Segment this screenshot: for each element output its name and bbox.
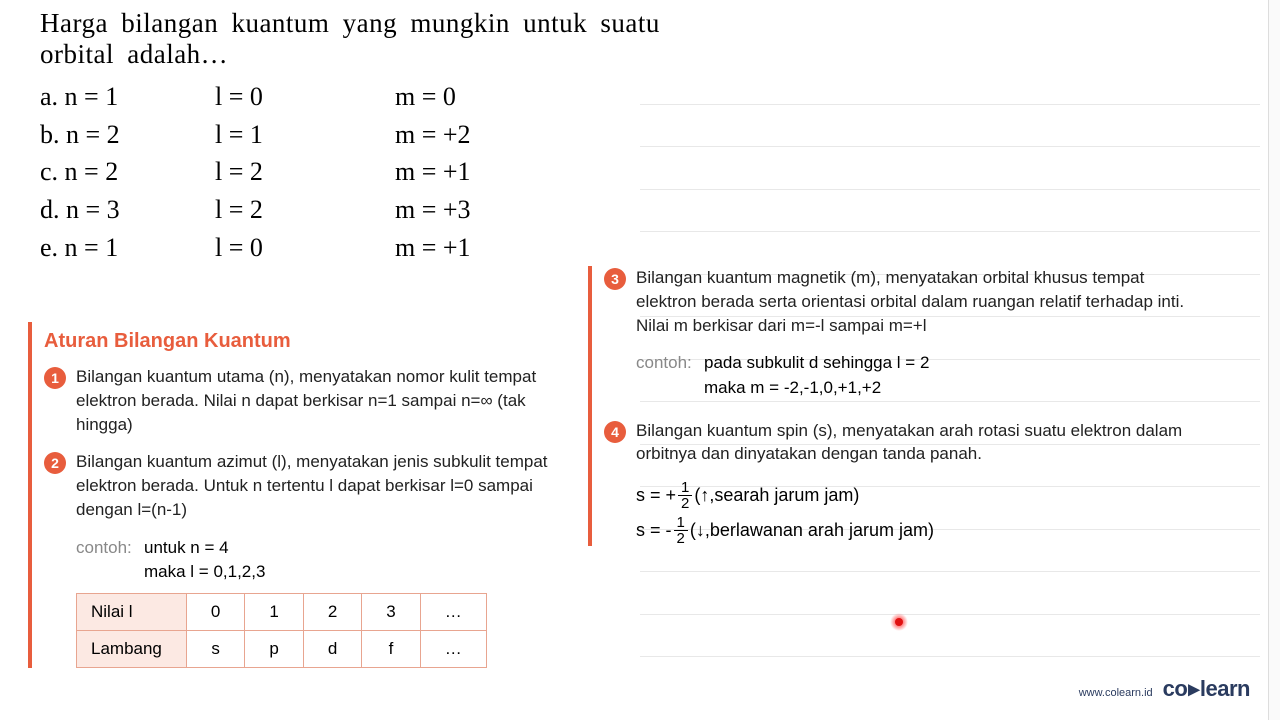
ltab-c4: … <box>420 594 486 631</box>
rule-1: 1 Bilangan kuantum utama (n), menyatakan… <box>44 365 568 436</box>
rule-1-text: Bilangan kuantum utama (n), menyatakan n… <box>76 365 568 436</box>
rule-2: 2 Bilangan kuantum azimut (l), menyataka… <box>44 450 568 521</box>
ltab-s3: f <box>362 631 420 668</box>
l-table: Nilai l 0 1 2 3 … Lambang s p d f … <box>76 593 487 668</box>
opt-a-m: m = 0 <box>395 78 456 116</box>
rules-left: Aturan Bilangan Kuantum 1 Bilangan kuant… <box>28 322 568 668</box>
scrollbar-track <box>1268 0 1280 720</box>
bullet-2: 2 <box>44 452 66 474</box>
opt-a-l: l = 0 <box>215 78 395 116</box>
spin2-pre: s = - <box>636 520 672 541</box>
question-text: Harga bilangan kuantum yang mungkin untu… <box>40 8 1240 70</box>
brand-name: co▸learn <box>1163 676 1250 702</box>
ltab-r1-label: Nilai l <box>77 594 187 631</box>
opt-b-n: b. n = 2 <box>40 116 215 154</box>
ltab-s0: s <box>186 631 244 668</box>
question-line1: Harga bilangan kuantum yang mungkin untu… <box>40 8 660 38</box>
spin2-post: (↓,berlawanan arah jarum jam) <box>690 520 934 541</box>
opt-e-l: l = 0 <box>215 229 395 267</box>
rule-3-text: Bilangan kuantum magnetik (m), menyataka… <box>636 266 1188 337</box>
opt-d-m: m = +3 <box>395 191 471 229</box>
ltab-c1: 1 <box>245 594 303 631</box>
opt-c-l: l = 2 <box>215 153 395 191</box>
spin-minus: s = - 1 2 (↓,berlawanan arah jarum jam) <box>636 515 1188 546</box>
spin1-den: 2 <box>678 496 692 511</box>
ltab-s2: d <box>303 631 361 668</box>
rule-2-ex2: maka l = 0,1,2,3 <box>144 560 568 585</box>
opt-d-n: d. n = 3 <box>40 191 215 229</box>
spin1-post: (↑,searah jarum jam) <box>694 485 859 506</box>
frac-2: 1 2 <box>674 515 688 546</box>
bullet-4: 4 <box>604 421 626 443</box>
spin2-den: 2 <box>674 531 688 546</box>
opt-e-n: e. n = 1 <box>40 229 215 267</box>
question-line2: orbital adalah… <box>40 39 228 69</box>
opt-e-m: m = +1 <box>395 229 471 267</box>
ltab-r2-label: Lambang <box>77 631 187 668</box>
cursor-pointer-dot <box>890 613 908 631</box>
rule-3-ex2: maka m = -2,-1,0,+1,+2 <box>704 376 1188 401</box>
rules-title: Aturan Bilangan Kuantum <box>44 330 568 353</box>
brand-a: co <box>1163 676 1188 701</box>
opt-c-n: c. n = 2 <box>40 153 215 191</box>
rule-3-example: contoh: pada subkulit d sehingga l = 2 m… <box>636 351 1188 400</box>
brand-tri: ▸ <box>1188 676 1199 701</box>
rule-2-ex1: untuk n = 4 <box>144 536 229 561</box>
rule-2-example: contoh: untuk n = 4 maka l = 0,1,2,3 <box>76 536 568 585</box>
brand-url: www.colearn.id <box>1079 687 1153 699</box>
spin-plus: s = + 1 2 (↑,searah jarum jam) <box>636 480 1188 511</box>
bullet-3: 3 <box>604 268 626 290</box>
ltab-s1: p <box>245 631 303 668</box>
ltab-s4: … <box>420 631 486 668</box>
contoh-label-3: contoh: <box>636 351 704 376</box>
opt-c-m: m = +1 <box>395 153 471 191</box>
frac-1: 1 2 <box>678 480 692 511</box>
contoh-label-2: contoh: <box>76 536 144 561</box>
spin1-num: 1 <box>678 480 692 496</box>
brand-logo: www.colearn.id co▸learn <box>1079 676 1250 702</box>
spin2-num: 1 <box>674 515 688 531</box>
ltab-c2: 2 <box>303 594 361 631</box>
rule-2-text: Bilangan kuantum azimut (l), menyatakan … <box>76 450 568 521</box>
opt-a-n: a. n = 1 <box>40 78 215 116</box>
rule-4-text: Bilangan kuantum spin (s), menyatakan ar… <box>636 419 1188 467</box>
ltab-c0: 0 <box>186 594 244 631</box>
rules-right: 3 Bilangan kuantum magnetik (m), menyata… <box>588 266 1188 546</box>
spin1-pre: s = + <box>636 485 676 506</box>
opt-d-l: l = 2 <box>215 191 395 229</box>
brand-b: learn <box>1200 676 1250 701</box>
rule-4: 4 Bilangan kuantum spin (s), menyatakan … <box>604 419 1188 467</box>
opt-b-l: l = 1 <box>215 116 395 154</box>
ltab-c3: 3 <box>362 594 420 631</box>
bullet-1: 1 <box>44 367 66 389</box>
rule-3: 3 Bilangan kuantum magnetik (m), menyata… <box>604 266 1188 337</box>
opt-b-m: m = +2 <box>395 116 471 154</box>
rule-3-ex1: pada subkulit d sehingga l = 2 <box>704 351 929 376</box>
